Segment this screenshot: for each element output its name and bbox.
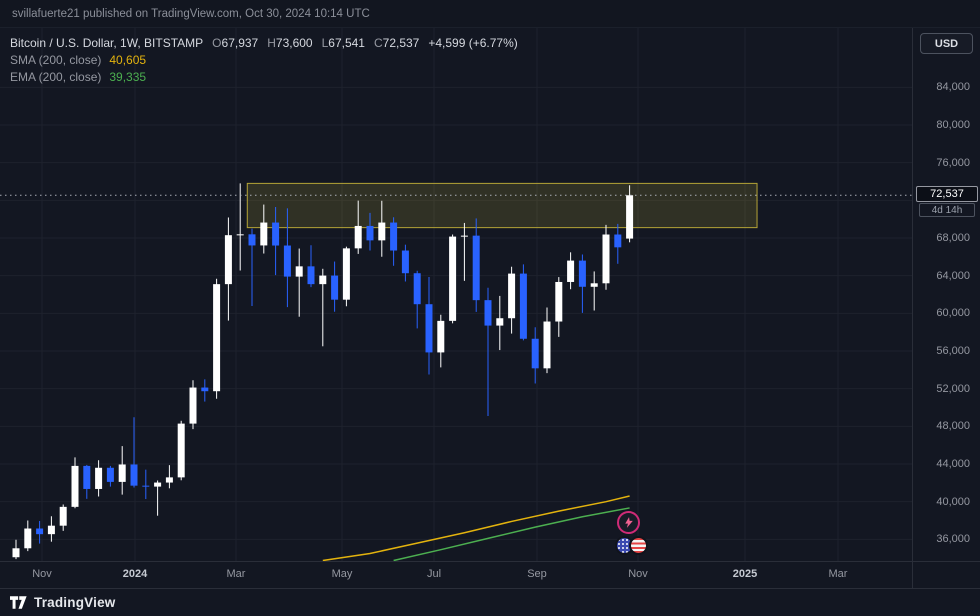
countdown-label: 4d 14h [919, 203, 975, 218]
ohlc-open-value: 67,937 [221, 35, 259, 50]
time-tick-label: Sep [527, 568, 547, 580]
ema-legend-row[interactable]: EMA (200, close) 39,335 [10, 68, 518, 85]
ohlc-high-value: 73,600 [275, 35, 313, 50]
time-tick-label: Mar [226, 568, 246, 580]
symbol-legend-row[interactable]: Bitcoin / U.S. Dollar, 1W, BITSTAMP O 67,… [10, 34, 518, 51]
price-tick-label: 60,000 [936, 307, 970, 320]
time-tick-label: Jul [426, 568, 442, 580]
published-text: svillafuerte21 published on TradingView.… [12, 7, 370, 20]
price-axis[interactable]: USD 72,537 4d 14h 84,000 80,000 76,000 68,0… [912, 28, 980, 561]
candlestick-chart[interactable] [0, 28, 912, 561]
price-tick-label: 56,000 [936, 345, 970, 357]
last-price-label: 72,537 [916, 186, 978, 203]
ohlc-low-value: 67,541 [328, 35, 365, 50]
price-tick-label: 48,000 [936, 420, 970, 433]
price-tick-label: 64,000 [936, 269, 970, 282]
sma-value: 40,605 [109, 52, 147, 67]
us-flag-icons[interactable] [615, 536, 648, 555]
time-tick-label: 2024 [122, 568, 148, 580]
ema-label: EMA (200, close) [10, 69, 102, 84]
ema-value: 39,335 [109, 69, 147, 84]
time-axis[interactable]: Nov 2024 Mar May Jul Sep Nov 2025 Mar [0, 561, 912, 588]
price-tick-label: 80,000 [936, 118, 970, 131]
time-tick-label: 2025 [732, 568, 758, 580]
price-tick-label: 44,000 [936, 458, 970, 470]
price-tick-label: 68,000 [936, 231, 970, 244]
tradingview-brand-link[interactable]: TradingView [34, 595, 116, 610]
time-tick-label: May [331, 568, 353, 580]
price-tick-label: 52,000 [936, 382, 970, 395]
ohlc-close-value: 72,537 [382, 35, 420, 50]
ohlc-low-label: L [321, 35, 329, 50]
lightning-bolt-glyph [625, 517, 633, 528]
chart-pane[interactable]: Bitcoin / U.S. Dollar, 1W, BITSTAMP O 67,… [0, 28, 912, 561]
symbol-title: Bitcoin / U.S. Dollar, 1W, BITSTAMP [10, 35, 204, 50]
time-tick-label: Mar [828, 568, 848, 580]
sma-label: SMA (200, close) [10, 52, 102, 67]
price-tick-label: 84,000 [936, 81, 970, 94]
us-flag-stripes-icon [629, 536, 648, 555]
ohlc-close-label: C [373, 35, 383, 50]
time-tick-label: Nov [628, 568, 648, 580]
ohlc-open-label: O [212, 35, 222, 50]
lightning-icon[interactable] [617, 511, 640, 534]
tradingview-logo-icon [10, 596, 27, 609]
currency-button[interactable]: USD [920, 33, 973, 54]
time-tick-label: Nov [32, 568, 52, 580]
price-tick-label: 76,000 [936, 156, 970, 169]
ohlc-high-label: H [267, 35, 276, 50]
price-tick-label: 40,000 [936, 495, 970, 508]
change-value: +4,599 (+6.77%) [428, 35, 518, 50]
sma-legend-row[interactable]: SMA (200, close) 40,605 [10, 51, 518, 68]
published-bar: svillafuerte21 published on TradingView.… [0, 0, 980, 28]
legend: Bitcoin / U.S. Dollar, 1W, BITSTAMP O 67,… [10, 34, 518, 85]
price-tick-label: 36,000 [936, 533, 970, 546]
footer-bar: TradingView [0, 588, 980, 616]
axis-corner [912, 561, 980, 588]
